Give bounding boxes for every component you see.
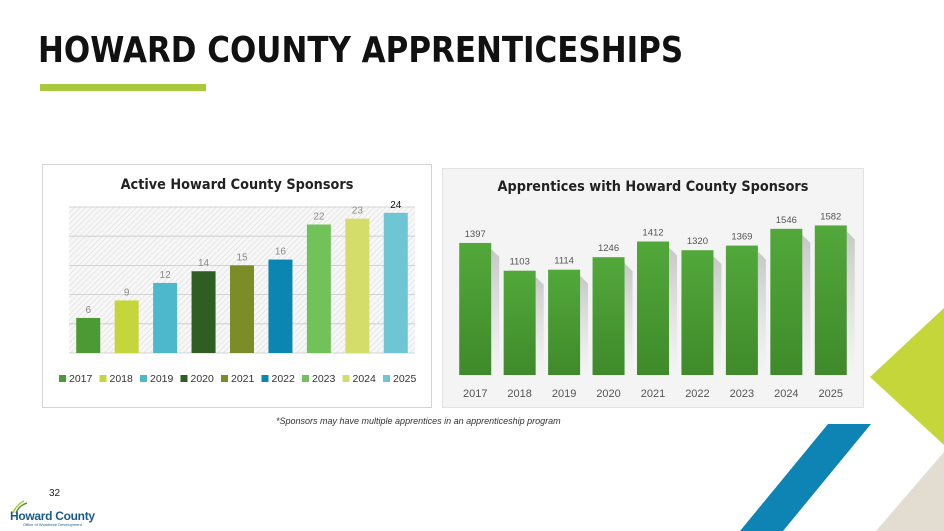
legend-swatch-2020 [180,375,188,382]
data-label-2025: 1582 [820,211,841,222]
bar-shadow [491,248,500,375]
apprentices-chart: 1397 2017 1103 2018 1114 2019 1246 2020 1412 2021… [459,211,855,400]
legend-label-2023: 2023 [312,373,336,385]
legend-swatch-2018 [99,375,107,382]
x-tick-2017: 2017 [463,388,487,400]
data-label-2024: 1546 [776,215,797,226]
bar-shadow [757,251,766,375]
bar-2023 [725,245,758,375]
x-tick-2019: 2019 [552,388,576,400]
data-label-2020: 14 [198,258,210,269]
data-label-2018: 1103 [509,257,529,268]
bar-2018 [114,300,139,353]
bar-2020 [191,271,216,353]
bar-shadow [713,256,722,375]
howard-county-logo: Howard County Office of Workforce Develo… [7,500,97,530]
bar-shadow [802,234,811,375]
sponsors-chart-panel: Active Howard County Sponsors 6 9 12 14 15 16… [42,164,432,408]
bar-2019 [548,269,581,375]
legend-label-2024: 2024 [353,373,377,385]
bar-2022 [681,250,714,375]
logo-text: Howard County [10,509,95,523]
page-number: 32 [49,488,61,499]
legend-swatch-2022 [261,375,269,382]
legend-swatch-2024 [342,375,350,382]
apprentices-chart-title: Apprentices with Howard County Sponsors [497,179,809,195]
bar-2019 [153,282,178,353]
bar-shadow [846,231,855,375]
legend-label-2018: 2018 [110,373,134,385]
data-label-2024: 23 [352,206,364,217]
bar-shadow [535,276,544,375]
legend-label-2020: 2020 [191,373,215,385]
data-label-2017: 1397 [465,229,486,240]
bar-2021 [230,265,254,353]
blue-stripe-shape [740,424,871,531]
legend-label-2022: 2022 [272,373,296,385]
footnote: *Sponsors may have multiple apprentices … [276,416,561,426]
bar-shadow [669,247,677,375]
legend-swatch-2019 [140,375,147,382]
data-label-2021: 1412 [642,228,663,239]
x-tick-2024: 2024 [774,388,798,400]
legend-swatch-2023 [302,375,309,382]
bar-2017 [459,242,492,375]
bar-2018 [503,270,536,375]
beige-triangle-shape [876,452,944,531]
wheat-icon [12,500,28,514]
apprentices-chart-panel: Apprentices with Howard County Sponsors … [442,168,864,408]
bar-2023 [306,224,331,353]
data-label-2023: 22 [313,212,325,223]
bar-2025 [383,212,408,353]
data-label-2017: 6 [85,305,91,316]
bar-2020 [592,257,625,375]
data-label-2019: 12 [160,270,172,281]
legend-label-2021: 2021 [231,373,255,385]
legend-label-2019: 2019 [150,373,174,385]
legend-swatch-2021 [221,375,228,382]
x-tick-2020: 2020 [596,388,620,400]
x-tick-2018: 2018 [507,388,531,400]
data-label-2018: 9 [124,287,130,298]
data-label-2022: 1320 [687,236,708,247]
data-label-2023: 1369 [731,232,752,243]
title-underline-bar [40,84,206,91]
logo-subtext: Office of Workforce Development [23,522,82,527]
bar-shadow [580,275,589,375]
page-title: HOWARD COUNTY APPRENTICESHIPS [38,30,684,71]
x-tick-2023: 2023 [730,388,754,400]
lime-triangle-shape [870,308,944,445]
legend-label-2017: 2017 [69,373,93,385]
bar-2022 [268,259,293,353]
bar-2025 [814,225,847,375]
bar-2024 [770,228,803,375]
x-tick-2025: 2025 [819,388,843,400]
sponsors-chart-title: Active Howard County Sponsors [120,177,354,193]
data-label-2022: 16 [275,247,287,258]
data-label-2020: 1246 [598,243,619,254]
bar-2017 [76,317,101,353]
x-tick-2021: 2021 [641,388,665,400]
legend-label-2025: 2025 [393,373,417,385]
bar-2021 [637,241,669,375]
data-label-2021: 15 [236,252,248,263]
data-label-2019: 1114 [554,256,574,267]
data-label-2025: 24 [390,200,402,211]
legend-swatch-2017 [59,375,66,382]
x-tick-2022: 2022 [685,388,709,400]
sponsors-chart: 6 9 12 14 15 16 22 23 24 2017 2018 2019 2020 2021 2022… [59,200,417,385]
legend-swatch-2025 [383,375,390,382]
bar-shadow [624,263,633,375]
bar-2024 [345,218,370,353]
